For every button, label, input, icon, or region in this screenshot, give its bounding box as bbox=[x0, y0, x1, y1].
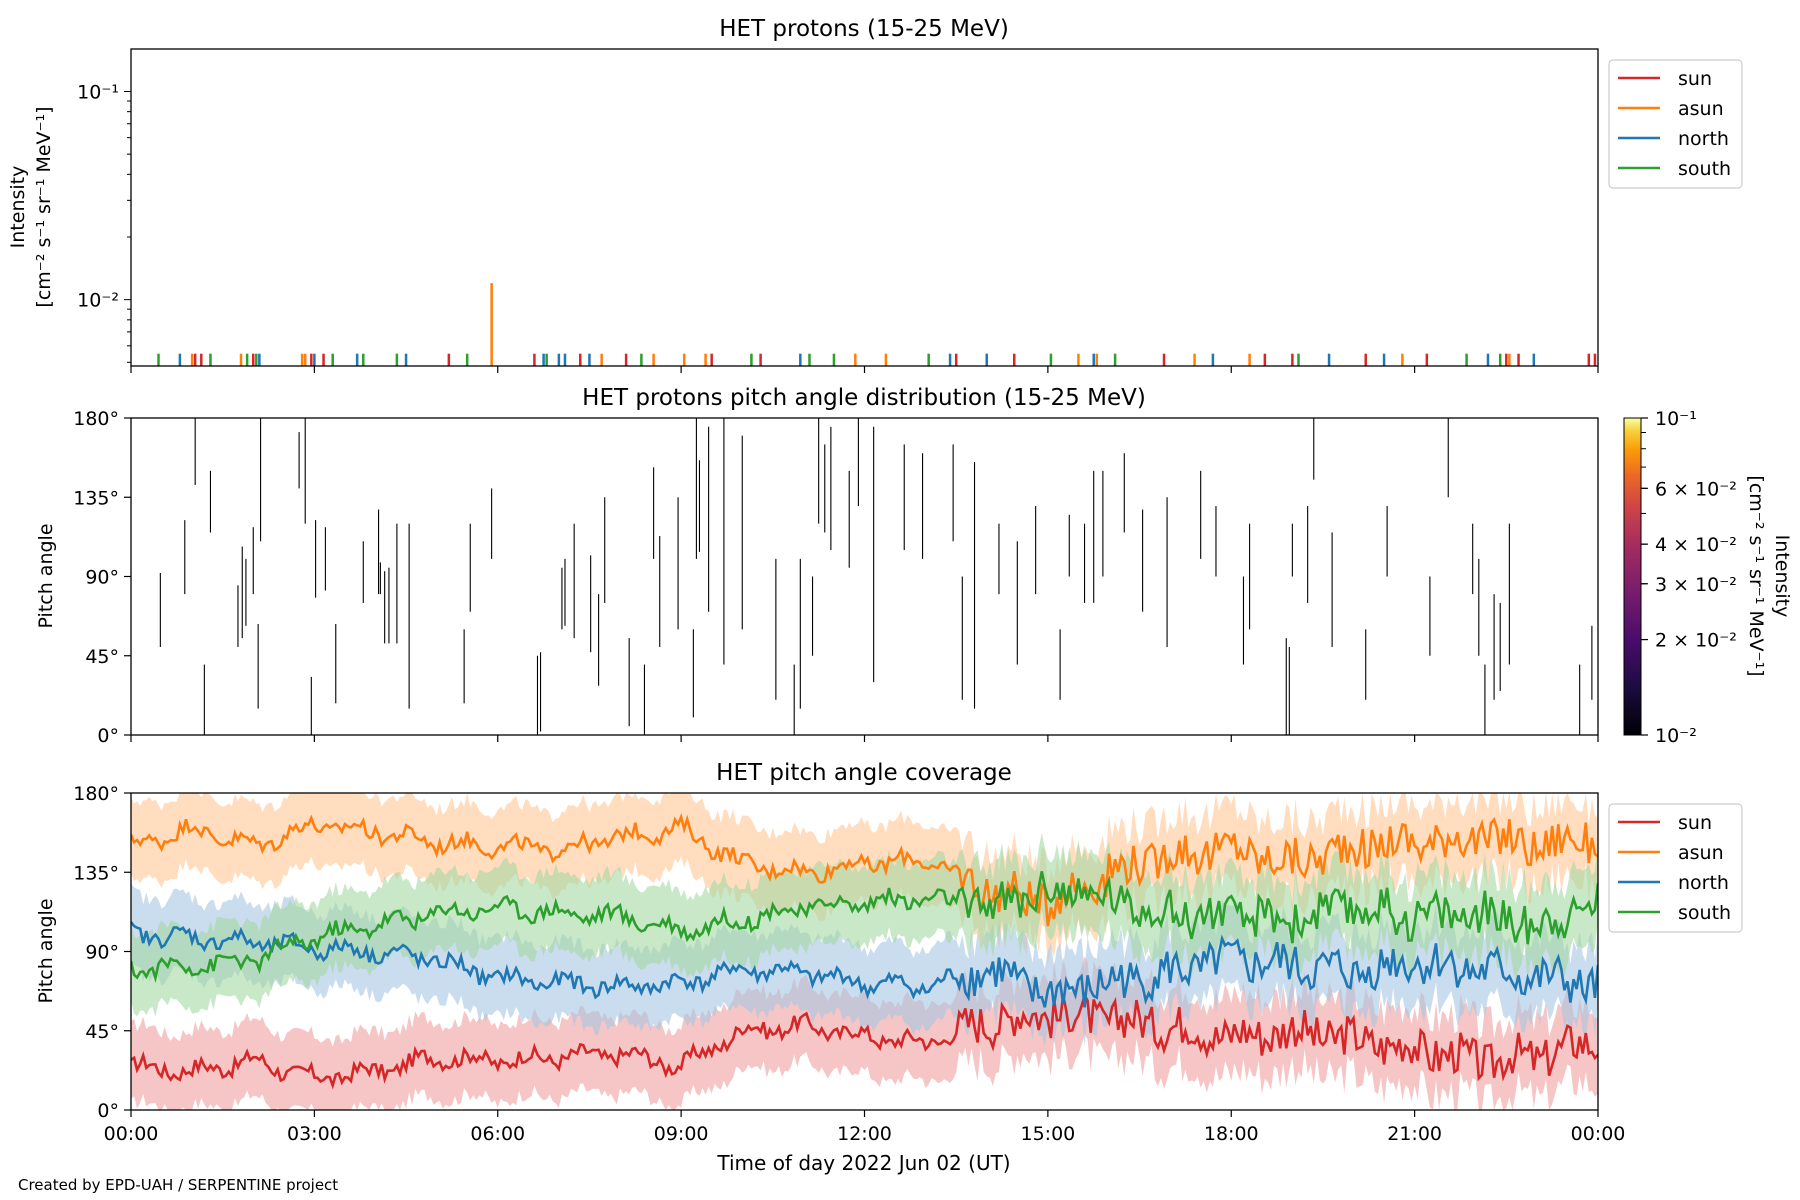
colorbar: 10⁻² 2 × 10⁻² 3 × 10⁻² 4 × 10⁻² 6 × 10⁻² 10⁻¹… bbox=[1623, 408, 1793, 747]
intensity-panel: HET protons (15-25 MeV) 10⁻² 10⁻¹ Intensi… bbox=[7, 16, 1743, 373]
x-tick-label: 18:00 bbox=[1204, 1123, 1259, 1145]
legend-label-asun: asun bbox=[1678, 98, 1724, 120]
panel2-y-axis: 0° 45° 90° 135° 180° bbox=[73, 408, 131, 747]
panel2-data bbox=[159, 418, 1593, 735]
legend-box bbox=[1608, 59, 1743, 189]
colorbar-tick-label: 10⁻¹ bbox=[1655, 408, 1697, 430]
legend-box bbox=[1608, 803, 1743, 933]
colorbar-tick-label: 2 × 10⁻² bbox=[1655, 630, 1737, 652]
panel2-title: HET protons pitch angle distribution (15… bbox=[582, 385, 1146, 411]
colorbar-tick-label: 4 × 10⁻² bbox=[1655, 534, 1737, 556]
panel2-frame bbox=[130, 417, 1599, 736]
legend-label-sun: sun bbox=[1678, 812, 1712, 834]
credit-text: Created by EPD-UAH / SERPENTINE project bbox=[18, 1176, 339, 1194]
y-tick-label: 0° bbox=[97, 725, 119, 747]
sun-line bbox=[131, 991, 1598, 1090]
panel3-legend: sun asun north south bbox=[1608, 803, 1743, 933]
y-tick-label: 180° bbox=[73, 408, 119, 430]
panel3-title: HET pitch angle coverage bbox=[716, 760, 1012, 786]
panel3-x-ticks: 00:00 03:00 06:00 09:00 12:00 15:00 18:00 21:00… bbox=[104, 1110, 1626, 1145]
x-tick-label: 06:00 bbox=[470, 1123, 525, 1145]
x-tick-label: 00:00 bbox=[104, 1123, 159, 1145]
legend-label-north: north bbox=[1678, 872, 1729, 894]
y-tick-label: 135° bbox=[73, 862, 119, 884]
south-band bbox=[131, 832, 1598, 1017]
panel2-ylabel: Pitch angle bbox=[35, 523, 57, 628]
y-tick-label: 180° bbox=[73, 783, 119, 805]
y-tick-label: 0° bbox=[97, 1100, 119, 1122]
legend-label-asun: asun bbox=[1678, 842, 1724, 864]
x-tick-label: 12:00 bbox=[837, 1123, 892, 1145]
colorbar-tick-label: 6 × 10⁻² bbox=[1655, 478, 1737, 500]
panel1-title: HET protons (15-25 MeV) bbox=[719, 16, 1009, 42]
y-tick-label: 90° bbox=[85, 567, 119, 589]
asun-line bbox=[131, 812, 1598, 927]
legend-label-sun: sun bbox=[1678, 68, 1712, 90]
panel1-data bbox=[157, 283, 1597, 366]
panel1-x-ticks bbox=[130, 366, 1599, 373]
panel1-ylabel-line2: [cm⁻² s⁻¹ sr⁻¹ MeV⁻¹] bbox=[33, 106, 55, 307]
y-tick-label: 135° bbox=[73, 487, 119, 509]
y-tick-label: 10⁻² bbox=[77, 290, 119, 312]
colorbar-tick-label: 10⁻² bbox=[1655, 725, 1697, 747]
legend-label-south: south bbox=[1678, 158, 1731, 180]
legend-label-north: north bbox=[1678, 128, 1729, 150]
colorbar-ticks: 10⁻² 2 × 10⁻² 3 × 10⁻² 4 × 10⁻² 6 × 10⁻² 10⁻¹ bbox=[1641, 408, 1737, 747]
y-tick-label: 45° bbox=[85, 1021, 119, 1043]
north-line bbox=[131, 921, 1598, 1008]
pitch-angle-coverage-panel: HET pitch angle coverage 0° 45° 90° 135° 180… bbox=[35, 760, 1743, 1145]
colorbar-gradient bbox=[1623, 417, 1642, 736]
x-tick-label: 03:00 bbox=[287, 1123, 342, 1145]
y-tick-label: 90° bbox=[85, 942, 119, 964]
panel3-ylabel: Pitch angle bbox=[35, 898, 57, 1003]
x-axis-label: Time of day 2022 Jun 02 (UT) bbox=[716, 1151, 1010, 1175]
panel2-x-ticks bbox=[130, 735, 1599, 742]
panel1-frame bbox=[130, 48, 1599, 367]
legend-label-south: south bbox=[1678, 902, 1731, 924]
colorbar-label-line1: Intensity bbox=[1771, 535, 1793, 618]
south-line bbox=[131, 871, 1598, 984]
y-tick-label: 10⁻¹ bbox=[77, 81, 119, 103]
panel1-y-axis: 10⁻² 10⁻¹ bbox=[77, 81, 131, 363]
x-tick-label: 00:00 bbox=[1571, 1123, 1626, 1145]
panel1-legend: sun asun north south bbox=[1608, 59, 1743, 189]
panel3-data bbox=[131, 793, 1598, 1110]
y-tick-label: 45° bbox=[85, 646, 119, 668]
pitch-angle-distribution-panel: HET protons pitch angle distribution (15… bbox=[35, 385, 1793, 747]
x-tick-label: 21:00 bbox=[1387, 1123, 1442, 1145]
x-tick-label: 09:00 bbox=[654, 1123, 709, 1145]
panel3-y-axis: 0° 45° 90° 135° 180° bbox=[73, 783, 131, 1122]
x-tick-label: 15:00 bbox=[1020, 1123, 1075, 1145]
panel1-ylabel-line1: Intensity bbox=[7, 166, 29, 249]
colorbar-tick-label: 3 × 10⁻² bbox=[1655, 574, 1737, 596]
colorbar-label-line2: [cm⁻² s⁻¹ sr⁻¹ MeV⁻¹] bbox=[1745, 475, 1767, 676]
